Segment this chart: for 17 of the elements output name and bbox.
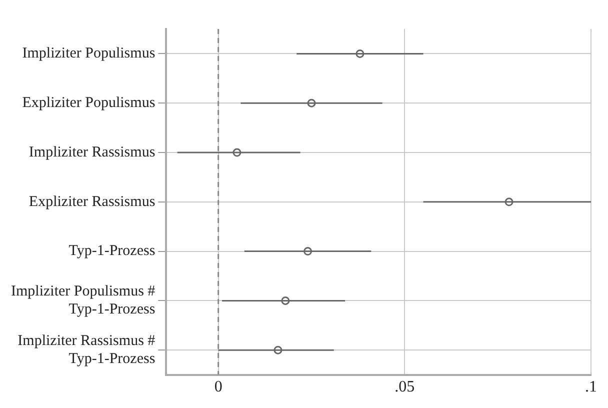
y-tick-label: Typ-1-Prozess bbox=[68, 243, 156, 260]
x-tick-label: 0 bbox=[214, 378, 222, 396]
point bbox=[232, 148, 242, 157]
x-tick-label: .05 bbox=[394, 378, 415, 396]
point bbox=[274, 346, 282, 354]
x-tick-label: .1 bbox=[585, 378, 597, 396]
y-tick-label: Impliziter Populismus bbox=[22, 46, 156, 62]
y-tick-label: Expliziter Populismus bbox=[22, 95, 156, 112]
point bbox=[356, 49, 364, 58]
point bbox=[281, 296, 290, 305]
point bbox=[304, 247, 312, 256]
y-tick-label: Expliziter Rassismus bbox=[28, 194, 156, 210]
y-tick-label: Impliziter Rassismus # Typ-1-Prozess bbox=[18, 333, 156, 368]
y-tick-label: Impliziter Rassismus bbox=[28, 144, 156, 160]
y-tick-label: Impliziter Populismus # Typ-1-Prozess bbox=[10, 284, 156, 318]
point bbox=[504, 198, 514, 206]
point bbox=[307, 98, 316, 108]
